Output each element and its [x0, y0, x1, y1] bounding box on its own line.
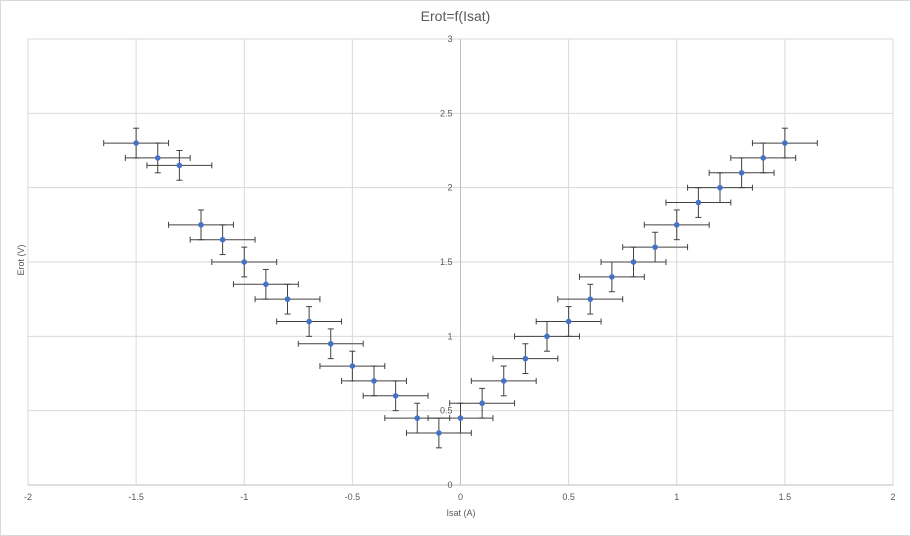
data-point	[587, 296, 594, 302]
data-point	[263, 281, 269, 288]
data-point	[544, 333, 550, 340]
data-point	[717, 184, 723, 191]
x-tick-label: -1	[240, 492, 248, 502]
data-point	[306, 318, 312, 325]
chart-title: Erot=f(Isat)	[420, 8, 491, 24]
y-tick-label: 1.5	[440, 257, 453, 267]
data-point	[652, 244, 658, 250]
y-tick-label: 2.5	[440, 108, 453, 118]
x-tick-label: 1	[674, 492, 679, 502]
y-tick-label: 0.5	[440, 406, 453, 416]
data-point	[609, 274, 615, 280]
data-point	[414, 415, 421, 421]
data-point	[198, 222, 204, 228]
data-point	[760, 155, 767, 161]
data-point	[630, 259, 637, 265]
data-point	[133, 140, 139, 146]
data-point	[522, 355, 529, 362]
data-point	[782, 140, 788, 146]
x-tick-label: 0.5	[562, 492, 575, 502]
data-point	[284, 296, 291, 302]
x-tick-label: -1.5	[128, 492, 144, 502]
y-tick-label: 0	[447, 480, 452, 490]
x-tick-label: -0.5	[345, 492, 361, 502]
x-axis-label: Isat (A)	[446, 508, 476, 518]
data-point	[738, 170, 745, 176]
data-point	[154, 155, 161, 161]
y-tick-label: 3	[447, 34, 452, 44]
data-point	[219, 236, 226, 243]
data-point	[436, 430, 442, 436]
y-tick-label: 2	[447, 183, 452, 193]
data-point	[565, 318, 572, 325]
data-point	[500, 378, 507, 384]
x-tick-label: 0	[458, 492, 463, 502]
data-point	[673, 222, 680, 228]
data-point	[176, 162, 183, 169]
data-point	[241, 259, 248, 265]
x-tick-label: -2	[24, 492, 32, 502]
data-point	[371, 378, 377, 384]
x-tick-label: 2	[890, 492, 895, 502]
data-point	[479, 400, 485, 407]
data-point	[695, 199, 702, 206]
data-point	[392, 393, 399, 399]
y-tick-label: 1	[447, 331, 452, 341]
data-point	[457, 415, 464, 421]
x-tick-label: 1.5	[779, 492, 792, 502]
data-point	[327, 340, 334, 347]
data-point	[349, 363, 356, 369]
